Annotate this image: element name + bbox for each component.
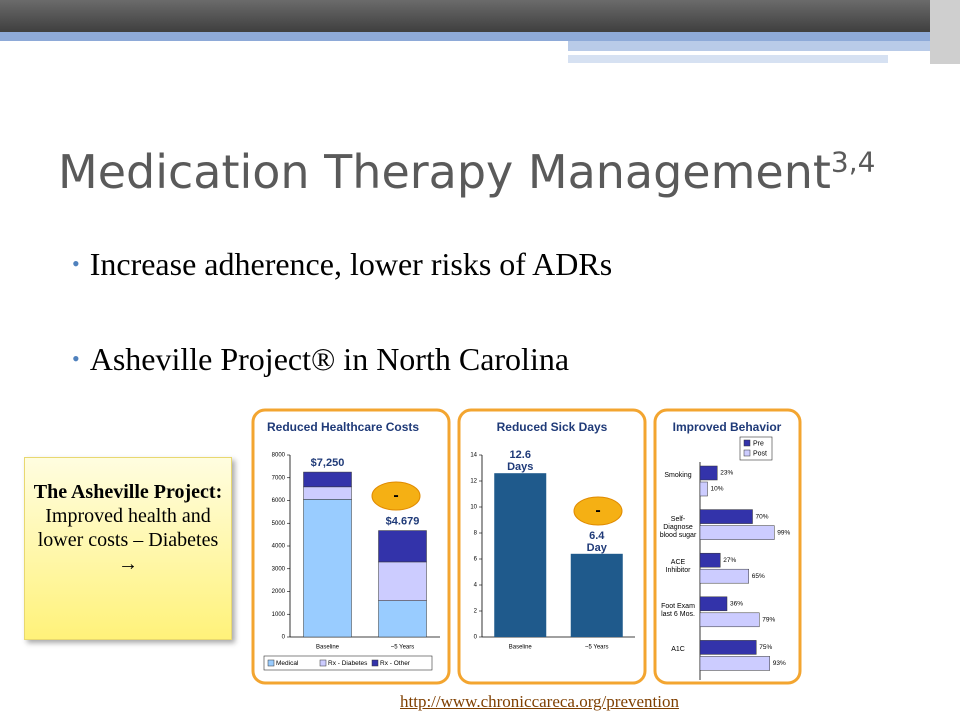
value-label: 36% xyxy=(730,601,743,608)
y-tick-label: 8 xyxy=(474,531,478,537)
y-tick-label: 4 xyxy=(474,583,478,589)
source-link[interactable]: http://www.chroniccareca.org/prevention xyxy=(400,692,679,711)
y-tick-label: 3000 xyxy=(272,566,286,572)
bar xyxy=(699,525,775,540)
slide-title: Medication Therapy Management3,4 xyxy=(58,145,875,199)
value-label: 27% xyxy=(723,557,736,564)
badge xyxy=(371,481,421,511)
y-tick-label: 5000 xyxy=(272,521,286,527)
bar xyxy=(699,552,721,568)
category-label: Smoking xyxy=(664,472,692,479)
value-label: 12.6 Days xyxy=(507,449,533,473)
bar xyxy=(699,656,770,671)
total-label: $4.679 xyxy=(386,515,420,527)
bar-segment xyxy=(303,499,352,638)
bar-segment xyxy=(378,561,427,601)
bar-segment xyxy=(378,600,427,638)
chart-title: Reduced Sick Days xyxy=(497,420,608,434)
callout-arrow: → xyxy=(118,553,138,575)
y-tick-label: 0 xyxy=(282,635,286,641)
category-label: Self- Diagnose blood sugar xyxy=(659,515,697,539)
chart-title: Reduced Healthcare Costs xyxy=(267,420,419,434)
bullet: Asheville Project® in North Carolina xyxy=(72,341,569,378)
badge xyxy=(573,496,623,526)
y-tick-label: 0 xyxy=(474,635,478,641)
badge-text: - xyxy=(595,502,600,519)
legend-swatch xyxy=(267,659,275,667)
top-band xyxy=(0,0,960,32)
category-label: ACE Inhibitor xyxy=(665,559,691,575)
legend-label: Medical xyxy=(276,660,299,667)
stripe xyxy=(0,32,960,41)
bullet: Increase adherence, lower risks of ADRs xyxy=(72,246,612,283)
bar-segment xyxy=(303,471,352,488)
legend-swatch xyxy=(319,659,327,667)
stripe xyxy=(568,55,888,63)
x-tick-label: Baseline xyxy=(509,645,533,651)
bar-segment xyxy=(303,486,352,500)
panel xyxy=(457,408,647,685)
value-label: 70% xyxy=(756,513,769,520)
legend-label: Pre xyxy=(753,440,764,447)
total-label: $7,250 xyxy=(311,457,345,469)
bar xyxy=(699,481,708,497)
category-label: A1C xyxy=(671,646,685,654)
bar xyxy=(699,509,753,524)
value-label: 65% xyxy=(752,573,765,580)
y-tick-label: 6 xyxy=(474,557,478,563)
y-tick-label: 14 xyxy=(470,453,477,459)
callout-heading: The Asheville Project: xyxy=(33,481,223,503)
value-label: 99% xyxy=(777,529,790,536)
bar xyxy=(699,465,718,481)
bar xyxy=(699,612,760,628)
y-tick-label: 2000 xyxy=(272,589,286,595)
chart-title: Improved Behavior xyxy=(673,420,782,434)
legend-box xyxy=(263,655,433,671)
panel xyxy=(653,408,802,685)
callout: The Asheville Project: Improved health a… xyxy=(24,457,232,640)
legend-label: Rx - Other xyxy=(380,660,411,667)
x-tick-label: ~5 Years xyxy=(391,645,415,651)
y-tick-label: 6000 xyxy=(272,498,286,504)
y-tick-label: 7000 xyxy=(272,475,286,481)
legend-swatch xyxy=(371,659,379,667)
bar xyxy=(699,640,757,655)
y-tick-label: 12 xyxy=(470,479,477,485)
value-label: 79% xyxy=(762,617,775,624)
callout-body: Improved health and lower costs – Diabet… xyxy=(37,505,219,551)
bar xyxy=(699,596,728,612)
bar xyxy=(570,553,623,637)
value-label: 6.4 Day xyxy=(587,530,608,554)
value-label: 10% xyxy=(711,486,724,493)
x-tick-label: ~5 Years xyxy=(585,645,609,651)
category-label: Foot Exam last 6 Mos. xyxy=(661,602,695,618)
stripe xyxy=(568,41,960,51)
legend-swatch xyxy=(743,439,751,447)
stripe xyxy=(930,0,960,64)
title-sup: 3,4 xyxy=(830,145,876,179)
legend-label: Post xyxy=(753,450,767,457)
y-tick-label: 10 xyxy=(470,505,477,511)
y-tick-label: 4000 xyxy=(272,544,286,550)
value-label: 23% xyxy=(720,470,733,477)
y-tick-label: 8000 xyxy=(272,453,286,459)
legend-swatch xyxy=(743,449,751,457)
badge-text: - xyxy=(393,487,398,504)
value-label: 93% xyxy=(773,660,786,667)
x-tick-label: Baseline xyxy=(316,645,340,651)
title-text: Medication Therapy Management xyxy=(58,145,831,199)
bar-segment xyxy=(378,530,427,563)
y-tick-label: 2 xyxy=(474,609,478,615)
bar xyxy=(699,568,749,584)
legend-label: Rx - Diabetes xyxy=(328,660,368,667)
bar xyxy=(494,473,547,637)
y-tick-label: 1000 xyxy=(272,612,286,618)
value-label: 75% xyxy=(759,644,772,651)
